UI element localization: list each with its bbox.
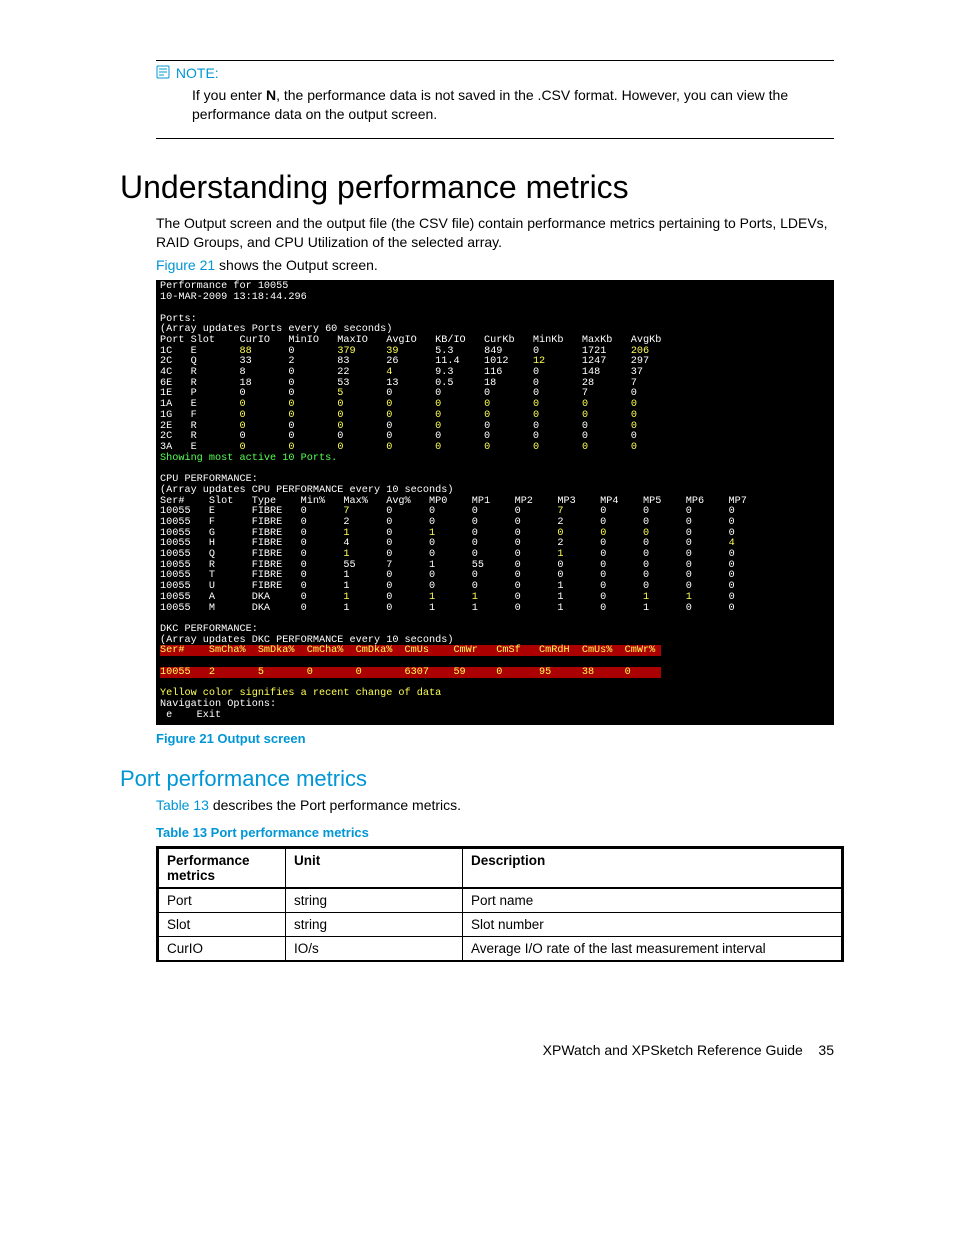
note-icon [156, 65, 170, 82]
note-heading: NOTE: [156, 65, 834, 82]
table-13-link[interactable]: Table 13 [156, 797, 209, 813]
table-cell: Slot number [463, 913, 843, 937]
figure-21-link[interactable]: Figure 21 [156, 257, 215, 273]
footer-page-number: 35 [818, 1042, 834, 1058]
note-body-prefix: If you enter [192, 87, 266, 103]
footer-doc-title: XPWatch and XPSketch Reference Guide [543, 1042, 803, 1058]
table-cell: Slot [158, 913, 286, 937]
figure-21-caption: Figure 21 Output screen [156, 731, 834, 746]
table-header-row: Performance metricsUnitDescription [158, 848, 843, 889]
section-heading: Understanding performance metrics [120, 169, 834, 206]
table-cell: Port [158, 888, 286, 913]
intro-paragraph-1: The Output screen and the output file (t… [120, 214, 834, 252]
table-header-cell: Unit [286, 848, 463, 889]
note-block: NOTE: If you enter N, the performance da… [156, 60, 834, 139]
table-header-cell: Performance metrics [158, 848, 286, 889]
table-cell: IO/s [286, 937, 463, 962]
table-row: PortstringPort name [158, 888, 843, 913]
note-label: NOTE: [176, 65, 219, 81]
page-footer: XPWatch and XPSketch Reference Guide 35 [0, 962, 954, 1058]
table-row: CurIOIO/sAverage I/O rate of the last me… [158, 937, 843, 962]
table-cell: string [286, 888, 463, 913]
table-cell: CurIO [158, 937, 286, 962]
subsection-heading: Port performance metrics [120, 766, 834, 792]
table-cell: string [286, 913, 463, 937]
intro-paragraph-2: Figure 21 shows the Output screen. [120, 256, 834, 275]
table-header-cell: Description [463, 848, 843, 889]
subsection-intro-rest: describes the Port performance metrics. [209, 797, 461, 813]
note-body-bold: N [266, 87, 276, 103]
table-cell: Port name [463, 888, 843, 913]
intro-paragraph-2-rest: shows the Output screen. [215, 257, 378, 273]
note-body: If you enter N, the performance data is … [156, 82, 834, 124]
table-13-caption: Table 13 Port performance metrics [156, 825, 834, 840]
output-screen-terminal: Performance for 1005510-MAR-2009 13:18:4… [156, 280, 834, 725]
table-row: SlotstringSlot number [158, 913, 843, 937]
port-performance-table: Performance metricsUnitDescription Ports… [156, 846, 844, 962]
table-cell: Average I/O rate of the last measurement… [463, 937, 843, 962]
subsection-intro: Table 13 describes the Port performance … [120, 796, 834, 815]
note-body-suffix: , the performance data is not saved in t… [192, 87, 788, 122]
